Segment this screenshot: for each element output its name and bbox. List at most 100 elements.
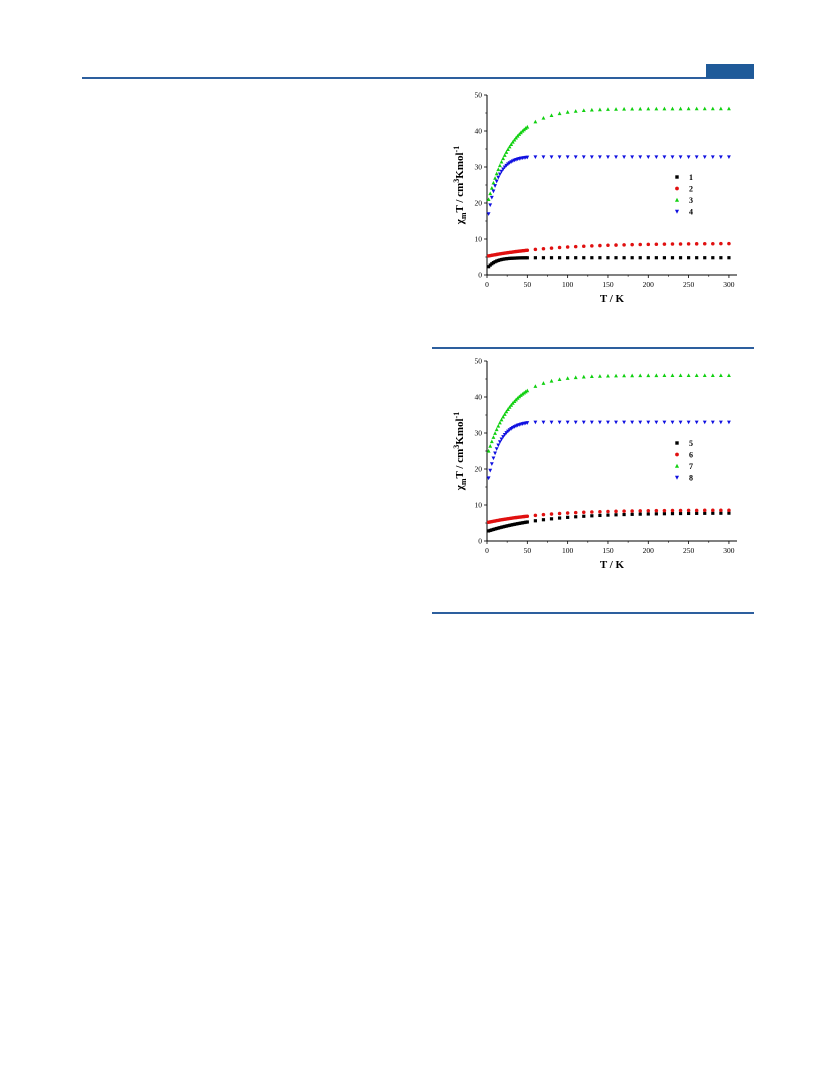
point-series-5 xyxy=(487,529,491,533)
point-series-4 xyxy=(565,155,570,159)
point-series-8 xyxy=(710,420,715,425)
point-series-8 xyxy=(494,447,499,451)
point-series-7 xyxy=(549,378,554,383)
point-series-3 xyxy=(502,153,507,157)
point-series-3 xyxy=(686,106,691,111)
point-series-3 xyxy=(622,106,627,111)
x-tick-label: 150 xyxy=(602,546,614,555)
point-series-5 xyxy=(504,524,508,528)
point-series-3 xyxy=(486,197,491,201)
legend-marker-3 xyxy=(674,197,680,202)
point-series-7 xyxy=(614,373,618,378)
point-series-7 xyxy=(520,391,525,396)
point-series-5 xyxy=(525,520,529,524)
point-series-6 xyxy=(590,510,594,514)
point-series-8 xyxy=(557,420,562,425)
y-tick-label: 30 xyxy=(475,429,483,438)
point-series-6 xyxy=(694,508,699,513)
point-series-8 xyxy=(654,420,659,425)
point-series-2 xyxy=(719,241,723,246)
point-series-8 xyxy=(581,420,586,425)
point-series-8 xyxy=(491,456,496,461)
point-series-7 xyxy=(622,373,627,378)
point-series-2 xyxy=(654,242,659,247)
point-series-2 xyxy=(606,243,610,248)
y-tick-label: 50 xyxy=(475,357,483,366)
y-tick-label: 20 xyxy=(475,465,483,474)
point-series-1 xyxy=(516,256,520,260)
point-series-5 xyxy=(498,526,502,530)
point-series-5 xyxy=(695,511,699,515)
point-series-5 xyxy=(506,524,510,528)
header-rule xyxy=(82,77,754,79)
point-series-4 xyxy=(670,155,675,159)
point-series-5 xyxy=(501,525,505,529)
point-series-4 xyxy=(710,155,715,159)
point-series-8 xyxy=(489,462,494,466)
point-series-8 xyxy=(678,420,683,425)
point-series-1 xyxy=(496,258,500,263)
point-series-7 xyxy=(694,373,699,378)
point-series-8 xyxy=(589,420,594,425)
point-series-5 xyxy=(638,512,642,516)
point-series-8 xyxy=(646,420,651,425)
point-series-1 xyxy=(503,257,507,261)
point-series-6 xyxy=(630,509,634,513)
point-series-4 xyxy=(549,155,554,159)
point-series-3 xyxy=(496,167,501,172)
point-series-1 xyxy=(498,258,502,262)
point-series-1 xyxy=(662,256,667,260)
point-series-7 xyxy=(662,373,667,378)
point-series-4 xyxy=(493,184,497,188)
ylabel-units-2: Kmol xyxy=(454,418,466,444)
point-series-4 xyxy=(533,155,538,159)
legend-marker-7 xyxy=(674,463,680,468)
point-series-1 xyxy=(703,256,707,260)
point-series-7 xyxy=(654,373,659,378)
point-series-3 xyxy=(565,110,570,114)
point-series-7 xyxy=(497,420,502,425)
point-series-6 xyxy=(711,508,715,513)
point-series-7 xyxy=(646,373,651,378)
point-series-2 xyxy=(662,242,667,246)
point-series-7 xyxy=(491,435,496,439)
y-tick-label: 10 xyxy=(475,501,483,510)
point-series-4 xyxy=(702,155,707,159)
point-series-6 xyxy=(573,510,578,515)
point-series-4 xyxy=(622,155,627,159)
point-series-8 xyxy=(541,420,546,425)
point-series-1 xyxy=(517,256,521,260)
point-series-1 xyxy=(495,259,499,263)
point-series-6 xyxy=(582,510,586,515)
point-series-3 xyxy=(501,156,506,161)
point-series-8 xyxy=(622,420,627,425)
point-series-2 xyxy=(590,244,594,248)
point-series-1 xyxy=(493,260,497,264)
point-series-5 xyxy=(516,522,520,526)
legend-label-7: 7 xyxy=(689,462,693,471)
point-series-2 xyxy=(614,243,618,247)
point-series-6 xyxy=(549,512,554,516)
point-series-2 xyxy=(702,242,707,246)
ylabel-superscript: 3 xyxy=(452,179,461,183)
series-5 xyxy=(487,511,731,533)
point-series-5 xyxy=(519,521,523,525)
point-series-1 xyxy=(678,256,683,260)
point-series-6 xyxy=(719,508,723,512)
point-series-8 xyxy=(702,420,707,425)
point-series-5 xyxy=(490,528,494,532)
point-series-7 xyxy=(493,431,497,435)
x-tick-label: 50 xyxy=(524,546,532,555)
point-series-7 xyxy=(678,373,683,378)
point-series-1 xyxy=(541,256,546,260)
point-series-1 xyxy=(574,256,578,260)
point-series-8 xyxy=(499,437,504,442)
point-series-1 xyxy=(606,256,610,260)
point-series-8 xyxy=(497,440,502,444)
legend-label-6: 6 xyxy=(689,451,693,460)
point-series-1 xyxy=(514,256,518,260)
point-series-1 xyxy=(711,256,715,260)
point-series-1 xyxy=(727,256,731,260)
point-series-5 xyxy=(512,522,517,526)
ylabel-superscript-2: -1 xyxy=(452,412,461,419)
